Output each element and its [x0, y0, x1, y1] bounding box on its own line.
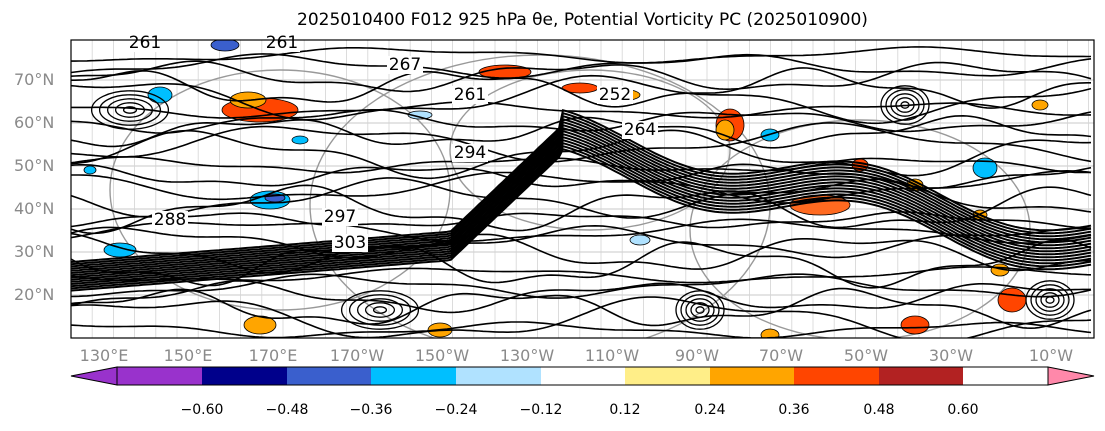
colorbar-tick-label: 0.24	[694, 402, 726, 418]
colorbar-swatch	[456, 367, 541, 385]
colorbar-swatch	[202, 367, 287, 385]
lon-label: 110°W	[584, 346, 640, 365]
contour-label: 252	[599, 85, 631, 105]
lon-label: 130°W	[499, 346, 555, 365]
colorbar-swatch	[879, 367, 963, 385]
contour-label: 261	[266, 33, 298, 53]
lon-label: 10°W	[1028, 346, 1074, 365]
colorbar-tick-label: 0.36	[778, 402, 810, 418]
colorbar-swatch	[625, 367, 710, 385]
contour-label: 297	[324, 207, 356, 227]
map-frame	[70, 39, 1095, 339]
lat-label: 40°N	[14, 199, 55, 218]
colorbar-swatch	[117, 367, 202, 385]
contour-label: 294	[454, 143, 486, 163]
colorbar-tick-label: −0.60	[180, 402, 224, 418]
lat-label: 60°N	[14, 113, 55, 132]
colorbar-swatch	[710, 367, 794, 385]
lon-label: 150°W	[414, 346, 470, 365]
lon-label: 170°W	[329, 346, 385, 365]
lat-label: 50°N	[14, 156, 55, 175]
contour-label: 288	[154, 210, 186, 230]
lat-label: 70°N	[14, 70, 55, 89]
lon-label: 70°W	[758, 346, 804, 365]
colorbar-swatch	[371, 367, 456, 385]
lat-label: 30°N	[14, 242, 55, 261]
colorbar-swatch	[287, 367, 371, 385]
contour-label: 267	[389, 55, 421, 75]
lon-label: 30°W	[928, 346, 974, 365]
contour-labels: 261 261 267 261 294 297 303 288 252 264	[127, 33, 658, 253]
contour-label: 261	[454, 85, 486, 105]
colorbar-tick-label: −0.36	[349, 402, 393, 418]
lon-label: 90°W	[674, 346, 720, 365]
colorbar	[70, 366, 1095, 386]
colorbar-tick-label: −0.12	[519, 402, 563, 418]
contour-label: 261	[129, 33, 161, 53]
colorbar-tick-label: 0.60	[947, 402, 979, 418]
map-title: 2025010400 F012 925 hPa θe, Potential Vo…	[297, 10, 868, 30]
lat-label: 20°N	[14, 285, 55, 304]
theta-e-contours	[71, 46, 1092, 338]
colorbar-tick-label: −0.24	[434, 402, 478, 418]
colorbar-swatch	[541, 367, 625, 385]
lon-label: 170°E	[248, 346, 298, 365]
colorbar-tick-label: 0.12	[609, 402, 641, 418]
lon-label: 50°W	[843, 346, 889, 365]
lon-label: 150°E	[163, 346, 213, 365]
colorbar-tick-label: −0.48	[265, 402, 309, 418]
colorbar-tick-label: 0.48	[863, 402, 895, 418]
lon-label: 130°E	[79, 346, 129, 365]
colorbar-swatch	[794, 367, 879, 385]
contour-label: 264	[624, 120, 656, 140]
contour-label: 303	[334, 233, 366, 253]
